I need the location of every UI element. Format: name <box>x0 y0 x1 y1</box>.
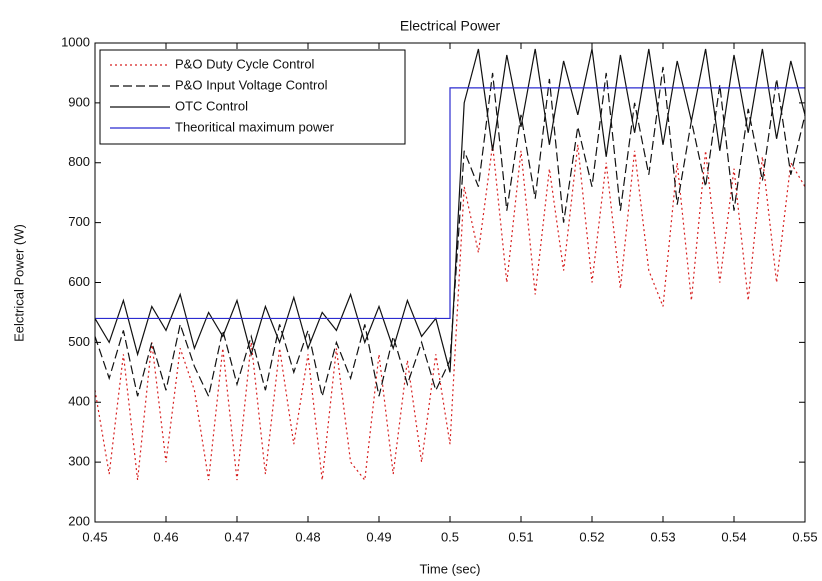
series-line <box>95 87 805 320</box>
y-tick-label: 800 <box>68 154 90 169</box>
x-tick-label: 0.53 <box>650 529 675 544</box>
x-tick-label: 0.46 <box>153 529 178 544</box>
y-tick-label: 400 <box>68 394 90 409</box>
x-tick-label: 0.54 <box>721 529 746 544</box>
x-axis-label: Time (sec) <box>420 561 481 576</box>
y-tick-label: 200 <box>68 513 90 528</box>
series-line <box>94 48 806 373</box>
x-tick-label: 0.55 <box>792 529 817 544</box>
legend-label: P&O Duty Cycle Control <box>175 56 315 71</box>
x-tick-label: 0.49 <box>366 529 391 544</box>
y-tick-label: 900 <box>68 94 90 109</box>
y-tick-label: 500 <box>68 334 90 349</box>
y-tick-label: 600 <box>68 274 90 289</box>
x-tick-label: 0.51 <box>508 529 533 544</box>
legend-label: Theoritical maximum power <box>175 119 335 134</box>
x-tick-label: 0.52 <box>579 529 604 544</box>
legend-label: OTC Control <box>175 98 248 113</box>
x-tick-label: 0.5 <box>441 529 459 544</box>
x-tick-label: 0.47 <box>224 529 249 544</box>
plot-frame <box>94 42 806 523</box>
legend-label: P&O Input Voltage Control <box>175 77 328 92</box>
x-tick-label: 0.48 <box>295 529 320 544</box>
y-tick-label: 700 <box>68 214 90 229</box>
y-axis-label: Eelctrical Power (W) <box>11 224 26 342</box>
y-tick-label: 300 <box>68 454 90 469</box>
series-line <box>94 144 806 482</box>
x-tick-label: 0.45 <box>82 529 107 544</box>
chart-title: Electrical Power <box>400 18 501 34</box>
y-tick-label: 1000 <box>61 34 90 49</box>
series-line <box>94 66 806 399</box>
